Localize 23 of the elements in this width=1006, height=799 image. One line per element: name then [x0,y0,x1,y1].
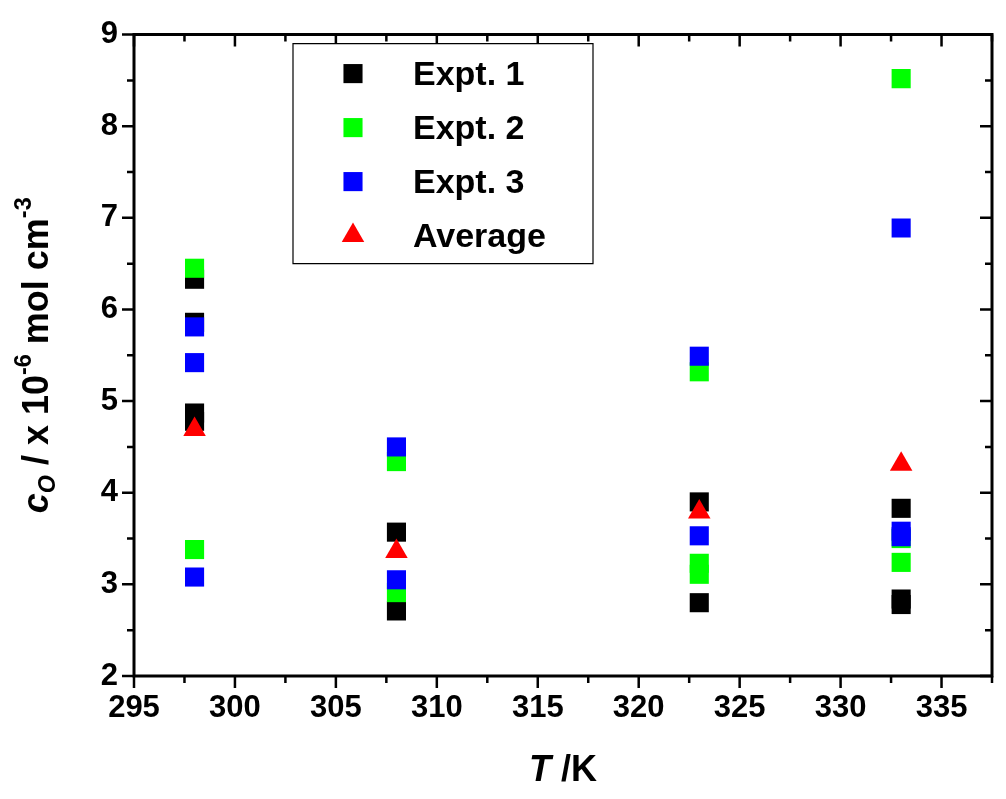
x-tick-label: 295 [108,689,160,725]
y-tick-label: 9 [100,15,118,51]
y-axis-title: cO / x 10-6 mol cm-3 [9,197,60,514]
x-tick-label: 300 [209,689,261,725]
x-tick-label: 315 [511,689,564,725]
legend-label: Expt. 3 [413,161,525,200]
x-tick-label: 335 [915,689,968,725]
y-tick-label: 2 [100,656,118,692]
legend-label: Average [413,215,546,254]
x-tick-label: 310 [410,689,463,725]
y-tick-label: 6 [100,290,118,326]
x-tick-label: 305 [310,689,362,725]
x-tick-label: 330 [814,689,867,725]
legend-label: Expt. 1 [413,53,525,92]
y-tick-label: 5 [100,381,118,417]
x-tick-label: 320 [612,689,665,725]
x-tick-label: 325 [713,689,766,725]
y-tick-label: 3 [100,564,118,600]
legend-label: Expt. 2 [413,107,525,146]
x-axis-title: T /K [529,747,598,789]
y-tick-label: 4 [100,473,119,509]
y-tick-label: 8 [100,106,118,142]
y-tick-label: 7 [100,198,118,234]
